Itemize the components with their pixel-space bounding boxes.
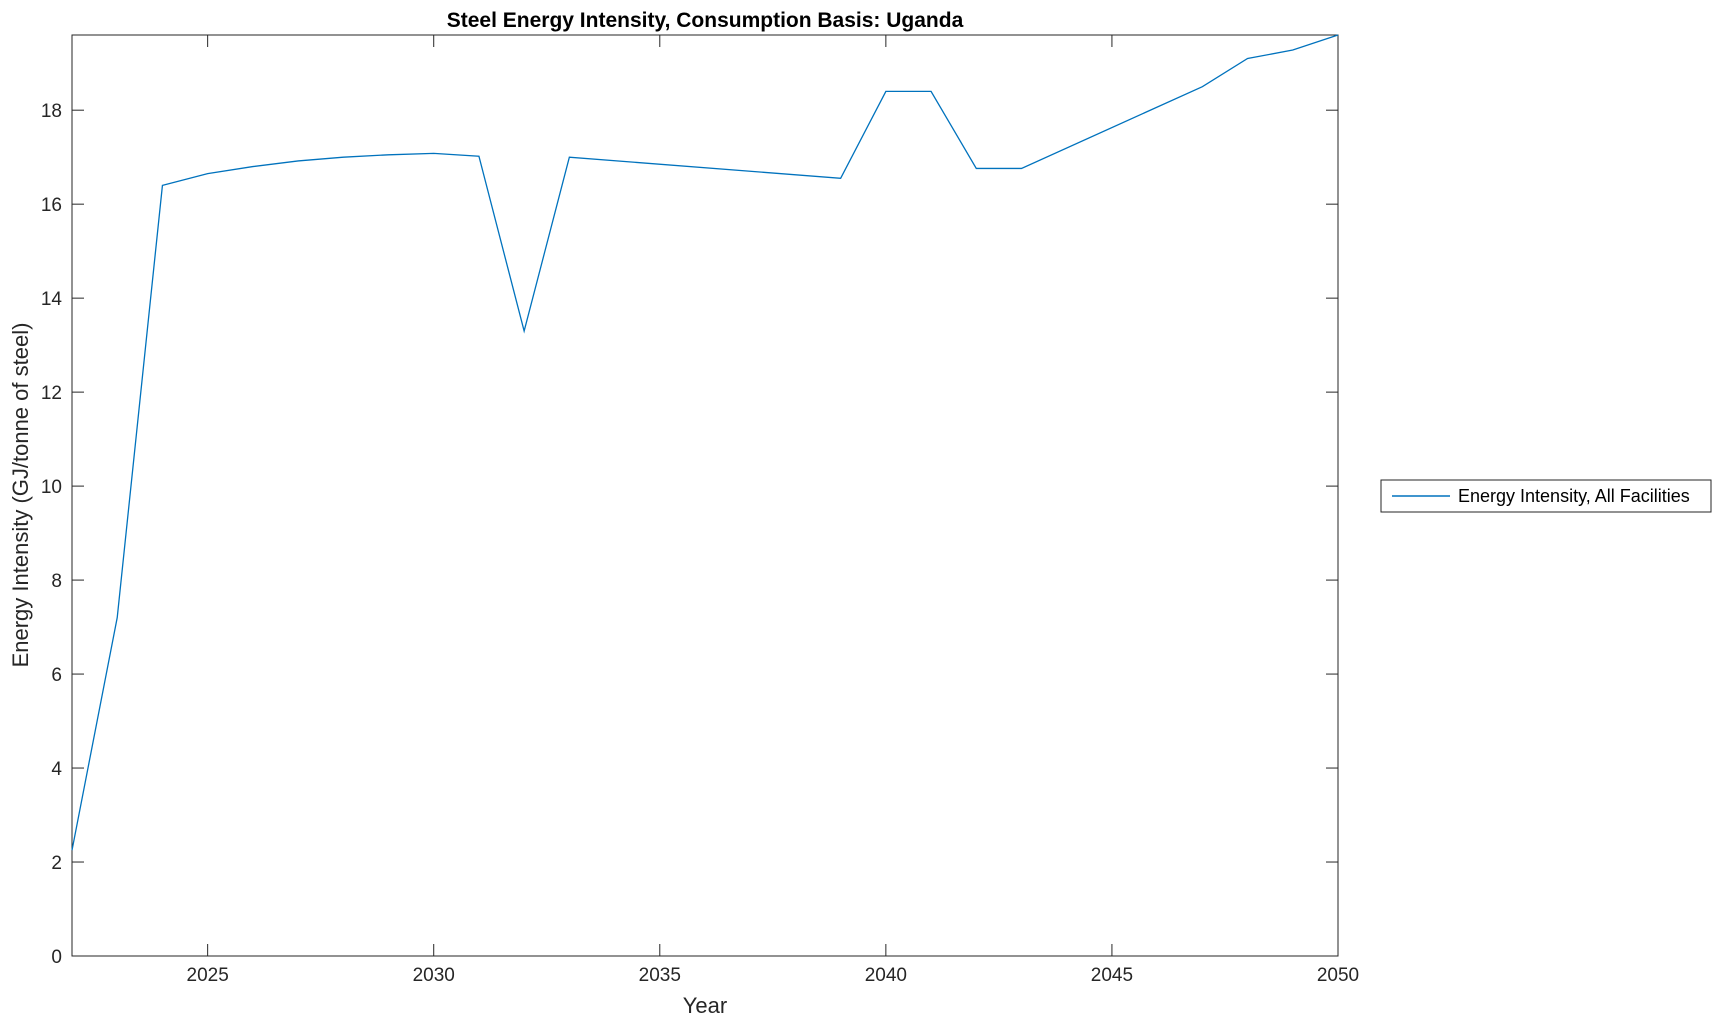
y-tick-label: 16 [41,195,62,216]
chart-title: Steel Energy Intensity, Consumption Basi… [447,9,964,32]
y-tick-label: 6 [51,665,62,686]
x-tick-label: 2025 [187,965,229,986]
y-axis-title: Energy Intensity (GJ/tonne of steel) [8,323,33,668]
x-tick-label: 2035 [639,965,681,986]
y-tick-label: 2 [51,853,62,874]
x-tick-label: 2045 [1091,965,1133,986]
x-tick-label: 2040 [865,965,907,986]
x-tick-label: 2030 [413,965,455,986]
y-tick-label: 12 [41,383,62,404]
y-tick-label: 14 [41,289,63,310]
plot-area [72,35,1338,956]
y-tick-label: 4 [51,759,62,780]
x-tick-label: 2050 [1317,965,1359,986]
y-tick-label: 18 [41,101,62,122]
legend: Energy Intensity, All Facilities [1381,480,1711,512]
y-tick-label: 8 [51,571,62,592]
y-tick-label: 10 [41,477,62,498]
y-tick-label: 0 [51,947,62,968]
x-axis-title: Year [683,993,727,1018]
legend-label: Energy Intensity, All Facilities [1458,486,1690,506]
